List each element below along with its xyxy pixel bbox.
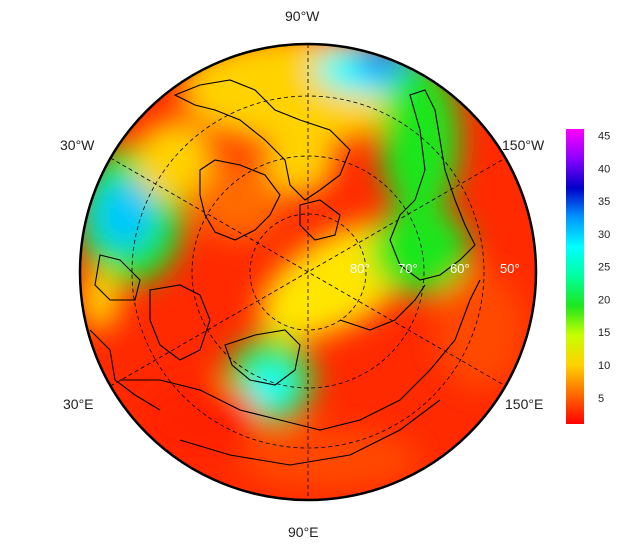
colorbar-tick-label: 5 [598, 393, 604, 405]
lon-label-150w: 150°W [502, 137, 545, 153]
lon-label-90w: 90°W [285, 8, 320, 24]
colorbar: 5 10 15 20 25 30 35 40 45 [566, 129, 610, 424]
lon-label-30e: 30°E [63, 396, 94, 412]
lat-label-70: 70° [398, 261, 418, 276]
colorbar-tick-label: 30 [598, 229, 610, 241]
colorbar-tick-label: 10 [598, 360, 610, 372]
colorbar-tick-label: 35 [598, 196, 610, 208]
lat-circle-80 [249, 213, 367, 331]
colorbar-gradient [566, 129, 584, 424]
lat-label-60: 60° [450, 261, 470, 276]
colorbar-ticks: 5 10 15 20 25 30 35 40 45 [598, 131, 610, 405]
colorbar-tick-label: 20 [598, 294, 610, 306]
lon-label-90e: 90°E [288, 524, 319, 540]
colorbar-tick-label: 15 [598, 327, 610, 339]
lon-label-30w: 30°W [60, 137, 95, 153]
meridian-30e-150w [110, 157, 506, 387]
lat-label-50: 50° [500, 261, 520, 276]
map-border [78, 42, 538, 502]
field-layer [80, 44, 536, 500]
lon-label-150e: 150°E [505, 396, 544, 412]
colorbar-tick-label: 40 [598, 163, 610, 175]
meridian-30w-150e [110, 157, 506, 387]
colorbar-tick-label: 25 [598, 262, 610, 274]
lat-label-80: 80° [350, 261, 370, 276]
graticule [110, 44, 506, 500]
colorbar-tick-label: 45 [598, 131, 610, 143]
